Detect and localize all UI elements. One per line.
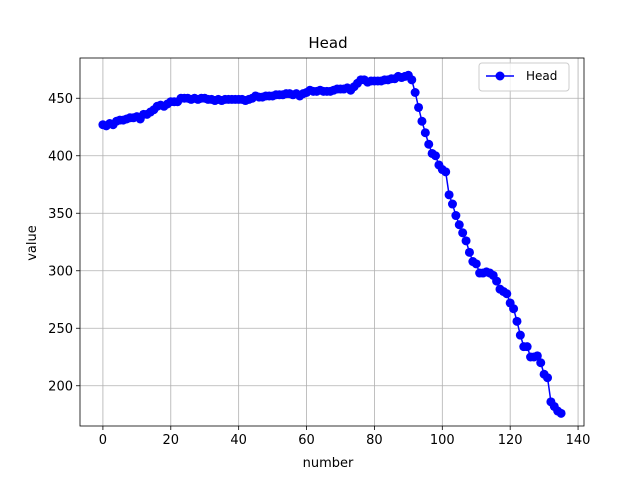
data-point bbox=[414, 102, 424, 112]
data-point bbox=[522, 342, 532, 352]
x-tick-label: 60 bbox=[298, 433, 315, 448]
data-point bbox=[536, 358, 546, 368]
y-tick-label: 400 bbox=[48, 149, 73, 164]
y-axis-label: value bbox=[25, 225, 40, 261]
y-tick-label: 450 bbox=[48, 92, 73, 107]
data-point bbox=[532, 351, 542, 361]
legend-box bbox=[478, 62, 570, 92]
data-point bbox=[458, 228, 468, 238]
data-point bbox=[471, 259, 481, 269]
data-point bbox=[451, 211, 461, 221]
legend-marker bbox=[495, 71, 505, 81]
data-point bbox=[431, 151, 441, 161]
data-point bbox=[417, 116, 427, 126]
x-tick-label: 20 bbox=[163, 433, 180, 448]
data-point bbox=[441, 167, 451, 177]
data-point bbox=[447, 199, 457, 209]
data-point bbox=[420, 128, 430, 138]
data-point bbox=[556, 408, 566, 418]
data-point bbox=[512, 316, 522, 326]
x-tick-label: 0 bbox=[99, 433, 107, 448]
data-point bbox=[543, 373, 553, 383]
grid bbox=[80, 58, 584, 426]
data-point bbox=[509, 304, 519, 314]
data-point bbox=[424, 139, 434, 149]
data-point bbox=[407, 75, 417, 85]
tick-labels: 0 20 40 60 80 100 120 140 200 250 300 350 400 450 bbox=[48, 92, 590, 448]
data-point bbox=[410, 88, 420, 97]
chart-title: Head bbox=[308, 34, 347, 52]
plot-frame bbox=[79, 57, 585, 427]
data-point bbox=[454, 220, 464, 230]
data-point bbox=[492, 276, 502, 286]
axes bbox=[76, 57, 585, 430]
legend: Head bbox=[478, 62, 570, 92]
x-tick-label: 100 bbox=[430, 433, 455, 448]
y-tick-label: 300 bbox=[48, 264, 73, 279]
data-point bbox=[502, 289, 512, 299]
data-point bbox=[444, 190, 454, 200]
x-tick-label: 120 bbox=[498, 433, 523, 448]
y-tick-label: 250 bbox=[48, 322, 73, 337]
x-tick-label: 140 bbox=[566, 433, 591, 448]
x-tick-label: 80 bbox=[366, 433, 383, 448]
y-tick-label: 350 bbox=[48, 207, 73, 222]
data-point bbox=[515, 330, 525, 340]
x-axis-label: number bbox=[303, 456, 354, 471]
x-tick-label: 40 bbox=[230, 433, 247, 448]
data-point bbox=[464, 247, 474, 257]
legend-label-head: Head bbox=[526, 69, 557, 83]
series-head bbox=[98, 70, 566, 418]
data-point bbox=[461, 236, 471, 246]
y-tick-label: 200 bbox=[48, 379, 73, 394]
